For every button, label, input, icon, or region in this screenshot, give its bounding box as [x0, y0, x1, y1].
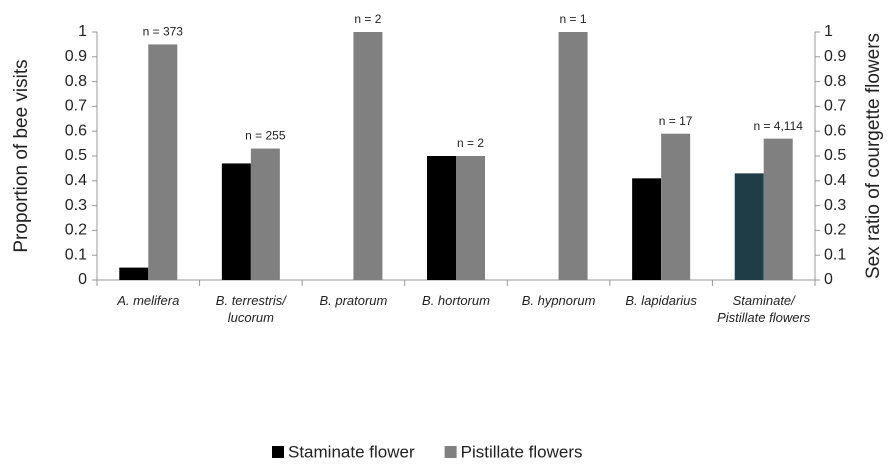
bar: [456, 156, 485, 280]
bar: [119, 267, 149, 280]
y2-tick-label: 0.1: [824, 246, 846, 263]
annotation: n = 17: [659, 114, 693, 128]
y2-tick-label: 0.6: [824, 122, 846, 139]
bar: [632, 178, 662, 280]
y-axis-title: Proportion of bee visits: [11, 59, 32, 252]
legend-label: Pistillate flowers: [461, 442, 583, 461]
annotation: n = 255: [245, 129, 286, 143]
y-tick-label: 0.4: [65, 172, 87, 189]
bar: [427, 156, 456, 280]
x-tick-label: B. lapidarius: [625, 293, 697, 308]
legend-label: Staminate flower: [288, 442, 415, 461]
legend-swatch: [444, 446, 457, 458]
bar: [661, 133, 691, 280]
y2-tick-label: 0.4: [824, 172, 846, 189]
y-tick-label: 0.1: [65, 246, 87, 263]
x-tick-label: A. melifera: [117, 293, 180, 308]
y2-tick-label: 0: [824, 271, 833, 288]
x-tick-label: Staminate/ Pistillate flowers: [717, 293, 811, 325]
bar: [734, 173, 764, 280]
y2-tick-label: 0.3: [824, 197, 846, 214]
y2-tick-label: 0.2: [824, 222, 846, 239]
annotation: n = 1: [560, 12, 587, 26]
y-tick-label: 0.8: [65, 73, 87, 90]
y-tick-label: 0.3: [65, 197, 87, 214]
x-tick-label: B. pratorum: [319, 293, 388, 308]
y-tick-label: 0.5: [65, 147, 87, 164]
legend-swatch: [272, 446, 284, 458]
bar: [558, 32, 588, 280]
bar: [148, 44, 178, 281]
y-tick-label: 0.9: [65, 48, 87, 65]
y-tick-label: 0.2: [65, 222, 87, 239]
bar: [221, 163, 251, 280]
x-tick-label: B. terrestris/ lucorum: [215, 293, 286, 325]
y2-tick-label: 0.8: [824, 73, 846, 90]
annotation: n = 2: [457, 136, 484, 150]
annotation: n = 373: [143, 25, 184, 39]
y-tick-label: 0: [78, 271, 87, 288]
y-tick-label: 0.7: [65, 98, 87, 115]
annotation: n = 4,114: [753, 119, 803, 133]
bar: [763, 138, 793, 280]
y2-tick-label: 0.5: [824, 147, 846, 164]
y2-tick-label: 1: [824, 23, 833, 40]
bar: [250, 148, 280, 280]
bar: [353, 32, 383, 280]
y-tick-label: 1: [78, 23, 87, 40]
y-tick-label: 0.6: [65, 122, 87, 139]
x-tick-label: B. hypnorum: [521, 293, 596, 308]
x-tick-label: B. hortorum: [422, 293, 490, 308]
y2-tick-label: 0.9: [824, 48, 846, 65]
y2-tick-label: 0.7: [824, 98, 846, 115]
y2-axis-title: Sex ratio of courgette flowers: [863, 33, 884, 279]
annotation: n = 2: [354, 12, 381, 26]
